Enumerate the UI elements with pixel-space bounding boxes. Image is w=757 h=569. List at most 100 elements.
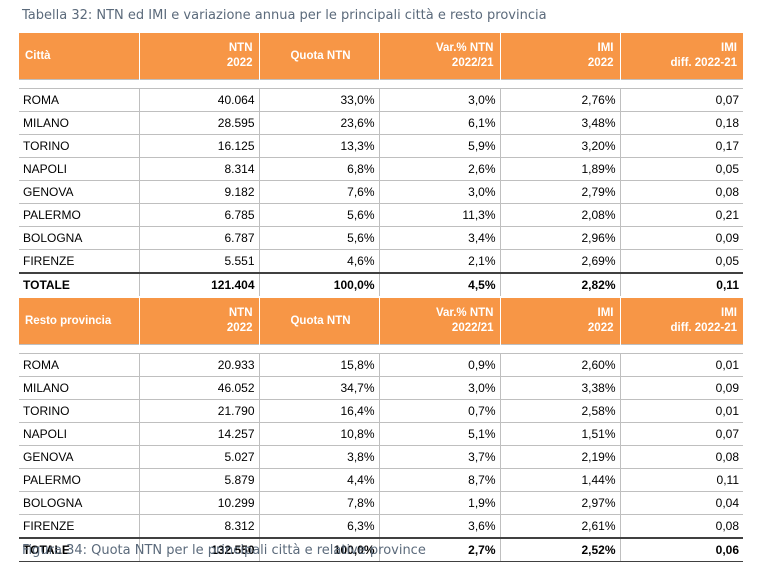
imi-diff-cell: 0,09 [619, 226, 743, 250]
header-line: IMI [597, 307, 614, 319]
imi-diff-cell: 0,11 [619, 468, 743, 492]
city-cell: BOLOGNA [19, 491, 139, 515]
var-cell: 0,7% [378, 399, 500, 423]
var-cell: 5,1% [378, 422, 500, 446]
ntn-cell: 132.550 [138, 537, 259, 562]
table-row: TORINO 21.790 16,4% 0,7% 2,58% 0,01 [19, 399, 743, 423]
imi-diff-cell: 0,05 [619, 157, 743, 181]
spacer-cell [139, 344, 259, 354]
ntn-cell: 6.787 [138, 226, 259, 250]
ntn-cell: 5.027 [138, 445, 259, 469]
var-cell: 2,1% [378, 249, 500, 273]
city-cell: PALERMO [19, 203, 139, 227]
table-row: GENOVA 9.182 7,6% 3,0% 2,79% 0,08 [19, 180, 743, 204]
city-cell: FIRENZE [19, 249, 139, 273]
imi-diff-cell: 0,17 [619, 134, 743, 158]
spacer-cell [379, 79, 500, 89]
table-row: ROMA 40.064 33,0% 3,0% 2,76% 0,07 [19, 88, 743, 112]
var-cell: 3,0% [378, 180, 500, 204]
ntn-cell: 28.595 [138, 111, 259, 135]
table-row: ROMA 20.933 15,8% 0,9% 2,60% 0,01 [19, 353, 743, 377]
var-cell: 3,0% [378, 376, 500, 400]
city-cell: ROMA [19, 353, 139, 377]
imi-cell: 1,44% [499, 468, 620, 492]
imi-diff-cell: 0,01 [619, 353, 743, 377]
table-row: GENOVA 5.027 3,8% 3,7% 2,19% 0,08 [19, 445, 743, 469]
spacer-cell [500, 344, 620, 354]
imi-cell: 2,79% [499, 180, 620, 204]
spacer-row [19, 344, 743, 354]
city-cell: MILANO [19, 376, 139, 400]
header-var-ntn: Var.% NTN 2022/21 [378, 296, 500, 345]
imi-cell: 2,61% [499, 514, 620, 538]
header-quota-ntn: Quota NTN [258, 31, 379, 80]
quota-cell: 5,6% [258, 203, 379, 227]
total-row: TOTALE 132.550 100,0% 2,7% 2,52% 0,06 [19, 537, 743, 562]
quota-cell: 100,0% [258, 537, 379, 562]
ntn-imi-table: Città NTN 2022 Quota NTN Var.% NTN 2022/21 IMI… [19, 31, 743, 562]
header-line: IMI [721, 307, 737, 319]
imi-diff-cell: 0,18 [619, 111, 743, 135]
imi-cell: 2,76% [499, 88, 620, 112]
imi-cell: 2,08% [499, 203, 620, 227]
city-cell: TORINO [19, 399, 139, 423]
header-line: NTN [228, 307, 253, 319]
header-city: Città [19, 31, 139, 80]
spacer-cell [139, 79, 259, 89]
city-cell: ROMA [19, 88, 139, 112]
city-cell: BOLOGNA [19, 226, 139, 250]
province-header-row: Resto provincia NTN 2022 Quota NTN Var.% NTN… [19, 296, 743, 345]
header-ntn-2022: NTN 2022 [138, 296, 259, 345]
table-row: TORINO 16.125 13,3% 5,9% 3,20% 0,17 [19, 134, 743, 158]
header-imi-2022: IMI 2022 [499, 31, 620, 80]
spacer-cell [500, 79, 620, 89]
quota-cell: 13,3% [258, 134, 379, 158]
imi-diff-cell: 0,08 [619, 445, 743, 469]
imi-cell: 2,52% [499, 537, 620, 562]
imi-cell: 2,82% [499, 272, 620, 298]
table-row: MILANO 46.052 34,7% 3,0% 3,38% 0,09 [19, 376, 743, 400]
ntn-cell: 40.064 [138, 88, 259, 112]
header-line: diff. 2022-21 [670, 57, 737, 69]
var-cell: 3,7% [378, 445, 500, 469]
spacer-cell [259, 79, 379, 89]
var-cell: 3,6% [378, 514, 500, 538]
var-cell: 3,0% [378, 88, 500, 112]
ntn-cell: 8.314 [138, 157, 259, 181]
ntn-cell: 5.551 [138, 249, 259, 273]
table-row: FIRENZE 5.551 4,6% 2,1% 2,69% 0,05 [19, 249, 743, 273]
spacer-cell [259, 344, 379, 354]
city-cell: TOTALE [19, 272, 139, 298]
ntn-cell: 6.785 [138, 203, 259, 227]
table-caption: Tabella 32: NTN ed IMI e variazione annu… [22, 8, 547, 23]
header-province: Resto provincia [19, 296, 139, 345]
imi-diff-cell: 0,05 [619, 249, 743, 273]
header-var-ntn: Var.% NTN 2022/21 [378, 31, 500, 80]
header-imi-2022: IMI 2022 [499, 296, 620, 345]
table-row: MILANO 28.595 23,6% 6,1% 3,48% 0,18 [19, 111, 743, 135]
table-row: NAPOLI 8.314 6,8% 2,6% 1,89% 0,05 [19, 157, 743, 181]
var-cell: 11,3% [378, 203, 500, 227]
quota-cell: 7,8% [258, 491, 379, 515]
city-cell: GENOVA [19, 180, 139, 204]
imi-cell: 3,38% [499, 376, 620, 400]
ntn-cell: 9.182 [138, 180, 259, 204]
var-cell: 6,1% [378, 111, 500, 135]
ntn-cell: 46.052 [138, 376, 259, 400]
imi-cell: 2,96% [499, 226, 620, 250]
city-cell: TOTALE [19, 537, 139, 562]
imi-cell: 2,60% [499, 353, 620, 377]
var-cell: 0,9% [378, 353, 500, 377]
imi-diff-cell: 0,21 [619, 203, 743, 227]
imi-diff-cell: 0,06 [619, 537, 743, 562]
imi-diff-cell: 0,01 [619, 399, 743, 423]
ntn-cell: 20.933 [138, 353, 259, 377]
quota-cell: 33,0% [258, 88, 379, 112]
spacer-cell [620, 344, 743, 354]
quota-cell: 23,6% [258, 111, 379, 135]
header-line: 2022 [587, 57, 614, 69]
header-quota-ntn: Quota NTN [258, 296, 379, 345]
city-cell: NAPOLI [19, 422, 139, 446]
var-cell: 8,7% [378, 468, 500, 492]
quota-cell: 6,3% [258, 514, 379, 538]
